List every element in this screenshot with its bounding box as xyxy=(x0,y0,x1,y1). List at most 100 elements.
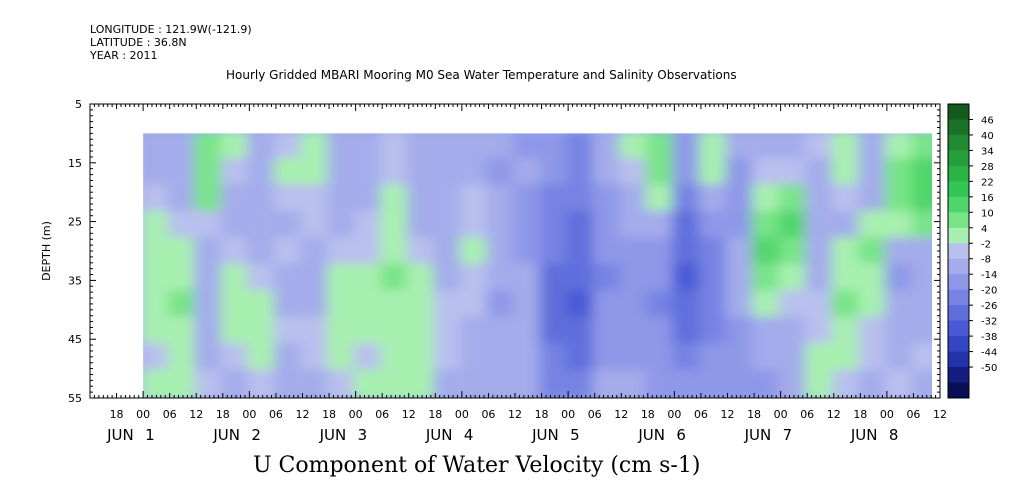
month-label: JUN xyxy=(637,426,665,444)
colorbar-swatch xyxy=(948,274,969,291)
hour-tick-label: 18 xyxy=(216,408,230,421)
heat-cell xyxy=(592,237,624,268)
heat-cell xyxy=(831,157,863,189)
colorbar-label: -8 xyxy=(981,255,991,266)
heat-cell xyxy=(273,157,305,189)
heat-cell xyxy=(486,133,517,162)
heat-cell xyxy=(247,263,278,295)
heat-cell xyxy=(619,157,650,189)
colorbar-swatch xyxy=(948,165,969,182)
heat-cell xyxy=(167,369,199,398)
heat-cell xyxy=(672,263,703,295)
heat-cell xyxy=(143,133,172,162)
heat-cell xyxy=(513,316,544,348)
heat-cell xyxy=(167,316,199,348)
heat-cell xyxy=(406,210,438,242)
heat-cell xyxy=(725,133,757,162)
heat-cell xyxy=(143,184,172,215)
heat-cell xyxy=(698,157,730,189)
heat-cell xyxy=(645,133,677,162)
heat-cell xyxy=(831,316,863,348)
heat-cell xyxy=(911,133,932,162)
heat-cell xyxy=(247,369,278,398)
heat-cell xyxy=(752,210,783,242)
heat-cell xyxy=(353,210,385,242)
hour-tick-label: 12 xyxy=(933,408,947,421)
heat-cell xyxy=(698,343,730,374)
heat-cell xyxy=(725,316,757,348)
day-label: 5 xyxy=(570,426,580,444)
day-label: 8 xyxy=(889,426,899,444)
month-label: JUN xyxy=(106,426,134,444)
heat-cell xyxy=(752,343,783,374)
heat-cell xyxy=(725,263,757,295)
heat-cell xyxy=(220,263,252,295)
heat-cell xyxy=(778,290,810,321)
heat-cell xyxy=(406,237,438,268)
hour-tick-label: 12 xyxy=(402,408,416,421)
heat-cell xyxy=(486,210,517,242)
colorbar-label: -14 xyxy=(981,270,997,281)
heat-cell xyxy=(805,133,836,162)
heat-cell xyxy=(486,290,517,321)
colorbar-label: 46 xyxy=(981,115,994,126)
colorbar-label: -38 xyxy=(981,332,997,343)
heat-cell xyxy=(247,343,278,374)
heat-cell xyxy=(645,210,677,242)
heat-cell xyxy=(194,263,225,295)
heatmap-field xyxy=(143,133,932,398)
hour-tick-label: 18 xyxy=(110,408,124,421)
heat-cell xyxy=(406,316,438,348)
month-label: JUN xyxy=(212,426,240,444)
heat-cell xyxy=(911,263,932,295)
hour-tick-label: 18 xyxy=(428,408,442,421)
heat-cell xyxy=(327,290,358,321)
heat-cell xyxy=(513,210,544,242)
heat-cell xyxy=(805,290,836,321)
heat-cell xyxy=(831,290,863,321)
y-tick-label: 55 xyxy=(68,392,82,405)
heat-cell xyxy=(566,237,597,268)
heat-cell xyxy=(831,210,863,242)
heat-cell xyxy=(778,263,810,295)
heat-cell xyxy=(645,237,677,268)
hour-tick-label: 06 xyxy=(906,408,920,421)
heat-cell xyxy=(406,290,438,321)
heat-cell xyxy=(194,210,225,242)
heat-cell xyxy=(752,263,783,295)
heat-cell xyxy=(433,184,464,215)
heat-cell xyxy=(406,157,438,189)
month-label: JUN xyxy=(850,426,878,444)
y-tick-label: 35 xyxy=(68,274,82,287)
heat-cell xyxy=(725,210,757,242)
heat-cell xyxy=(194,133,225,162)
heat-cell xyxy=(433,263,464,295)
heat-cell xyxy=(513,290,544,321)
hour-tick-label: 18 xyxy=(322,408,336,421)
heat-cell xyxy=(566,263,597,295)
hour-tick-label: 06 xyxy=(163,408,177,421)
heat-cell xyxy=(778,157,810,189)
heat-cell xyxy=(698,316,730,348)
colorbar-label: 22 xyxy=(981,177,994,188)
heat-cell xyxy=(167,237,199,268)
heat-cell xyxy=(911,290,932,321)
heat-cell xyxy=(406,184,438,215)
heat-cell xyxy=(380,290,411,321)
hour-tick-label: 00 xyxy=(774,408,788,421)
heat-cell xyxy=(566,210,597,242)
colorbar-swatch xyxy=(948,134,969,151)
heat-cell xyxy=(459,237,491,268)
heat-cell xyxy=(459,343,491,374)
heat-cell xyxy=(884,290,916,321)
heat-cell xyxy=(167,343,199,374)
hour-tick-label: 12 xyxy=(827,408,841,421)
heat-cell xyxy=(143,157,172,189)
heat-cell xyxy=(220,316,252,348)
heat-cell xyxy=(513,133,544,162)
heat-cell xyxy=(778,133,810,162)
heat-cell xyxy=(486,343,517,374)
colorbar-label: -26 xyxy=(981,301,997,312)
heat-cell xyxy=(805,369,836,398)
day-label: 7 xyxy=(783,426,793,444)
